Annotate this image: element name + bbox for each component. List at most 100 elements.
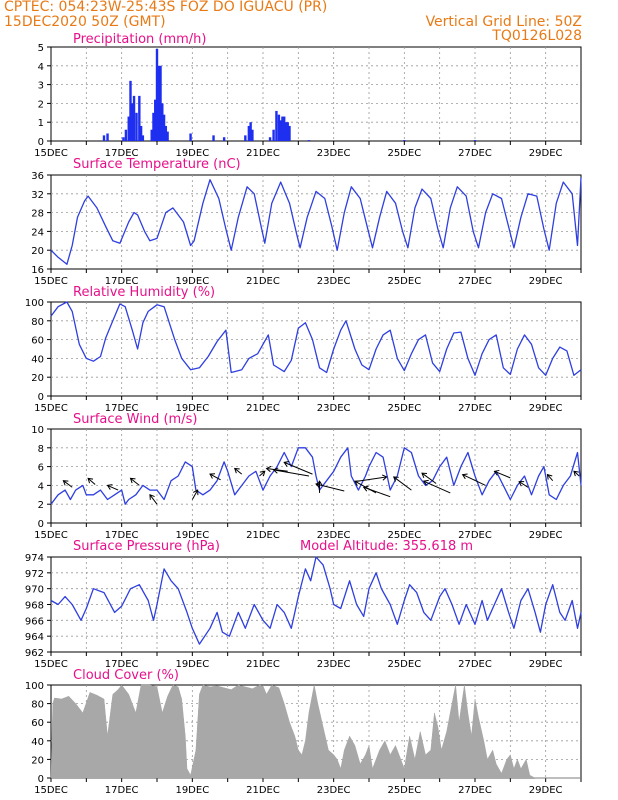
panel-title: Surface Temperature (nC) — [73, 157, 241, 172]
y-tick-label: 80 — [31, 700, 44, 711]
precip-bar — [272, 129, 275, 141]
panel-title: Cloud Cover (%) — [73, 668, 179, 683]
precip-bar — [244, 135, 247, 141]
precip-bar — [268, 137, 272, 141]
x-tick-label: 17DEC — [105, 530, 139, 541]
x-tick-label: 17DEC — [105, 276, 139, 287]
precip-bar — [212, 135, 215, 141]
precip-bar — [251, 129, 254, 141]
x-tick-label: 29DEC — [529, 659, 563, 670]
precip-bar — [132, 95, 136, 141]
x-tick-label: 25DEC — [387, 403, 421, 414]
precip-bar — [166, 131, 169, 141]
wind-arrow — [149, 494, 158, 505]
wind-arrow — [315, 483, 345, 492]
panel-frame — [50, 46, 582, 142]
y-tick-label: 962 — [25, 648, 44, 659]
precip-bar — [124, 129, 128, 141]
x-tick-label: 29DEC — [529, 530, 563, 541]
precip-bar — [281, 116, 284, 141]
y-tick-label: 0 — [38, 137, 44, 148]
wind-arrow-head — [315, 481, 321, 488]
panel-title: Surface Pressure (hPa) — [73, 539, 220, 554]
x-tick-label: 17DEC — [105, 403, 139, 414]
panel-0: 0 1 2 3 4 5 15DEC 17DEC 19DEC 21DEC 23DEC 25DEC 27DE… — [34, 32, 582, 159]
wind-arrow-head — [381, 474, 388, 481]
y-tick-label: 6 — [38, 463, 44, 474]
model-code: TQ0126L028 — [492, 28, 582, 44]
x-tick-label: 19DEC — [175, 530, 209, 541]
x-tick-label: 23DEC — [317, 276, 351, 287]
wind-arrow — [266, 467, 288, 472]
x-tick-label: 15DEC — [34, 785, 68, 796]
x-tick-label: 19DEC — [175, 276, 209, 287]
x-tick-label: 15DEC — [34, 276, 68, 287]
precip-bar — [138, 95, 141, 141]
y-tick-label: 3 — [38, 81, 44, 92]
precip-bar — [159, 65, 162, 141]
y-tick-label: 10 — [31, 425, 44, 436]
precip-bar — [161, 103, 164, 141]
x-tick-label: 15DEC — [34, 659, 68, 670]
wind-arrow-head — [518, 481, 525, 487]
x-tick-label: 29DEC — [529, 276, 563, 287]
series-line — [50, 447, 582, 505]
panel-3: 0 2 4 6 8 10 15DEC 17DEC 19DEC 21DEC 23DEC 25DEC 27D… — [31, 412, 582, 541]
wind-arrow — [284, 461, 313, 475]
precip-bar — [279, 120, 282, 141]
wind-arrow-head — [272, 467, 279, 474]
wind-arrow-head — [392, 476, 399, 482]
y-tick-label: 0 — [38, 392, 44, 403]
x-tick-label: 27DEC — [458, 659, 492, 670]
precip-bar — [275, 110, 278, 141]
wind-arrow — [191, 489, 199, 500]
panel-title: Surface Wind (m/s) — [73, 412, 197, 427]
precip-bar — [106, 133, 109, 141]
x-tick-label: 15DEC — [34, 403, 68, 414]
precip-bar — [135, 112, 138, 141]
wind-arrow-head — [192, 489, 199, 496]
x-tick-label: 29DEC — [529, 785, 563, 796]
cloud-cover-area — [50, 684, 581, 779]
y-tick-label: 5 — [38, 43, 44, 54]
wind-arrow — [87, 477, 96, 485]
panel-5: 0 20 40 60 80 100 15DEC 17DEC 19DEC 21DEC 23DEC 25D… — [25, 668, 582, 796]
panel-2: 0 20 40 60 80 100 15DEC 17DEC 19DEC 21DEC 23DEC 25D… — [25, 285, 582, 414]
wind-arrow — [462, 474, 486, 486]
wind-arrow — [421, 472, 437, 484]
wind-arrow-head — [149, 494, 155, 500]
wind-arrow — [107, 484, 119, 491]
y-tick-label: 100 — [25, 681, 44, 692]
y-tick-label: 964 — [25, 632, 44, 643]
series-line — [50, 177, 582, 265]
y-tick-label: 60 — [31, 336, 44, 347]
y-tick-label: 40 — [31, 737, 44, 748]
wind-arrow-head — [354, 480, 360, 486]
y-tick-label: 100 — [25, 298, 44, 309]
precip-bar — [403, 140, 406, 141]
x-tick-label: 27DEC — [458, 148, 492, 159]
x-tick-label: 21DEC — [246, 530, 280, 541]
precip-bar — [277, 114, 281, 141]
y-tick-label: 20 — [31, 246, 44, 257]
wind-arrow-head — [265, 465, 272, 473]
panel-4: 962 964 966 968 970 972 974 15DEC 17DEC 19DEC 21DE… — [25, 539, 582, 670]
wind-arrow — [423, 480, 451, 494]
wind-arrow — [518, 481, 529, 488]
y-tick-label: 970 — [25, 585, 44, 596]
y-tick-label: 0 — [38, 519, 44, 530]
precip-bar — [247, 125, 251, 141]
station-header: CPTEC: 054:23W-25:43S FOZ DO IGUACU (PR) — [4, 0, 328, 15]
wind-arrow — [354, 476, 387, 483]
x-tick-label: 23DEC — [317, 659, 351, 670]
precip-bar — [189, 133, 192, 141]
y-tick-label: 40 — [31, 354, 44, 365]
wind-arrow — [259, 470, 266, 477]
y-tick-label: 16 — [31, 265, 44, 276]
y-tick-label: 2 — [38, 500, 44, 511]
y-tick-label: 1 — [38, 118, 44, 129]
x-tick-label: 15DEC — [34, 530, 68, 541]
panel-frame — [50, 301, 582, 397]
panel-1: 16 20 24 28 32 36 15DEC 17DEC 19DEC 21DEC 23DEC 25D… — [31, 157, 582, 287]
